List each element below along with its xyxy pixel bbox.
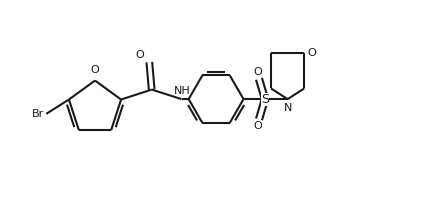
Text: O: O <box>91 65 99 75</box>
Text: S: S <box>261 93 269 106</box>
Text: O: O <box>254 121 262 131</box>
Text: O: O <box>136 50 145 60</box>
Text: NH: NH <box>174 86 191 96</box>
Text: O: O <box>307 48 316 58</box>
Text: Br: Br <box>32 109 44 119</box>
Text: O: O <box>254 67 262 77</box>
Text: N: N <box>283 103 292 113</box>
